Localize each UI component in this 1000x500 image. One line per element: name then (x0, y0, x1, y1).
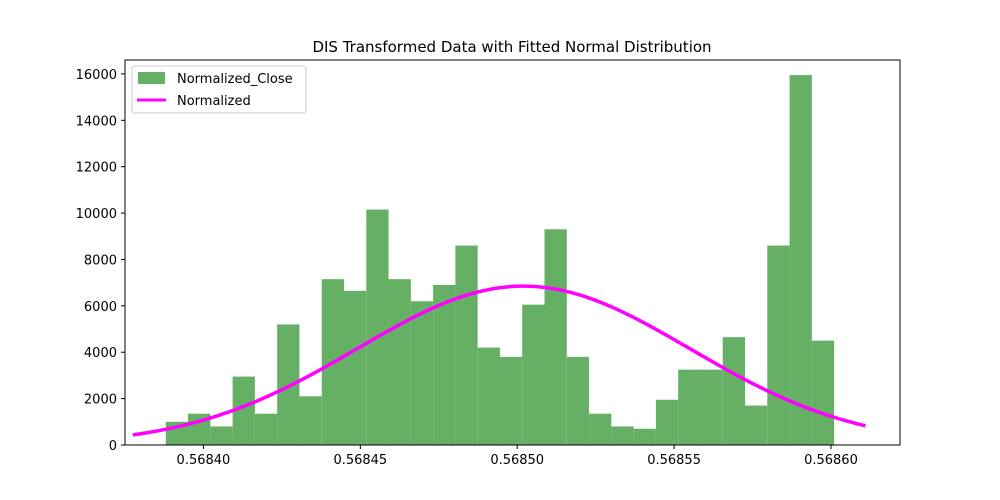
histogram-bar (366, 209, 389, 445)
histogram-bar (299, 396, 322, 445)
y-axis: 0 2000 4000 6000 8000 10000 12000 14000 16000 (76, 68, 125, 454)
x-tick-label: 0.56840 (177, 453, 231, 468)
histogram-bar (811, 340, 835, 445)
histogram-bar (388, 279, 411, 445)
plot-frame (124, 59, 901, 446)
legend-label-curve: Normalized (177, 94, 251, 109)
histogram-bar (410, 301, 434, 445)
x-tick-label: 0.56855 (647, 453, 701, 468)
histogram-bar (544, 229, 567, 445)
fitted-curve-layer (132, 284, 866, 437)
x-tick-label: 0.56860 (804, 453, 858, 468)
y-tick-label: 0 (109, 439, 117, 454)
histogram-bar (566, 356, 590, 445)
y-tick-label: 4000 (84, 346, 117, 361)
histogram-bar (433, 284, 456, 445)
histogram-bar (522, 304, 545, 445)
histogram-bar (745, 405, 768, 445)
histogram-bar (678, 369, 701, 445)
histogram-bar (344, 290, 367, 445)
histogram-bars (165, 75, 835, 445)
y-tick-label: 16000 (76, 68, 117, 83)
chart-title: DIS Transformed Data with Fitted Normal … (312, 38, 711, 56)
y-tick-label: 2000 (84, 393, 117, 408)
histogram-bar (611, 426, 634, 445)
x-tick-label: 0.56850 (490, 453, 544, 468)
y-tick-label: 12000 (76, 161, 117, 176)
y-tick-label: 14000 (76, 114, 117, 129)
histogram-bar (789, 75, 812, 445)
y-tick-label: 8000 (84, 253, 117, 268)
histogram-bar (455, 245, 478, 445)
histogram-bar (477, 347, 500, 445)
histogram-bar (499, 356, 523, 445)
fitted-normal-curve (132, 284, 866, 437)
histogram-bar (655, 399, 679, 445)
histogram-bar (589, 413, 612, 445)
histogram-bar (633, 428, 656, 445)
legend-box (131, 65, 307, 114)
y-tick-label: 10000 (76, 207, 117, 222)
legend: Normalized_Close Normalized (131, 65, 307, 114)
histogram-bar (767, 245, 790, 445)
histogram-bar (700, 369, 723, 445)
legend-swatch-histogram (138, 72, 165, 84)
legend-label-histogram: Normalized_Close (177, 72, 293, 87)
histogram-bar (722, 337, 745, 445)
y-tick-label: 6000 (84, 300, 117, 315)
histogram-bar (210, 426, 233, 445)
histogram-bar (254, 413, 278, 445)
x-tick-label: 0.56845 (333, 453, 387, 468)
histogram-bar (232, 376, 255, 445)
x-axis: 0.56840 0.56845 0.56850 0.56855 0.56860 (177, 445, 858, 468)
